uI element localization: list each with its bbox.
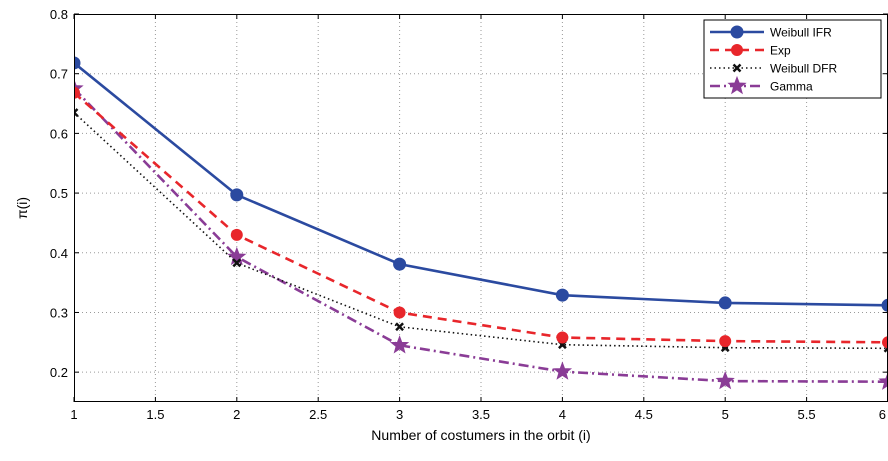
series-gamma <box>74 78 888 390</box>
x-tick-label: 4.5 <box>635 407 653 422</box>
marker-weibull-ifr <box>555 288 569 302</box>
marker-exp <box>393 306 406 319</box>
marker-weibull-ifr <box>230 188 244 202</box>
marker-legend-gamma <box>727 75 747 95</box>
marker-gamma <box>227 246 247 266</box>
y-tick-label: 0.2 <box>50 365 68 380</box>
marker-gamma <box>878 371 888 390</box>
marker-weibull-ifr <box>74 56 81 70</box>
marker-weibull-ifr <box>718 296 732 310</box>
legend-item-weibull-ifr: Weibull IFR <box>710 25 832 40</box>
marker-legend-exp <box>731 44 743 56</box>
y-axis-label: π(i) <box>14 197 30 219</box>
y-tick-label: 0.5 <box>50 186 68 201</box>
x-tick-label: 3 <box>396 407 403 422</box>
x-axis-label: Number of costumers in the orbit (i) <box>371 427 590 443</box>
x-tick-label: 4 <box>559 407 566 422</box>
x-tick-label: 2.5 <box>309 407 327 422</box>
legend-item-exp: Exp <box>710 44 791 58</box>
x-tick-label: 6 <box>879 407 886 422</box>
y-tick-label: 0.6 <box>50 126 68 141</box>
legend-item-weibull-dfr: Weibull DFR <box>710 62 837 76</box>
marker-exp <box>74 86 80 99</box>
series-layer <box>74 56 888 390</box>
marker-legend-weibull-ifr <box>730 25 744 39</box>
x-tick-label: 3.5 <box>472 407 490 422</box>
marker-weibull-dfr <box>395 322 404 332</box>
y-tick-label: 0.7 <box>50 67 68 82</box>
marker-weibull-dfr <box>232 258 242 268</box>
marker-exp <box>719 335 732 348</box>
y-tick-label: 0.8 <box>50 7 68 22</box>
legend-label: Exp <box>770 44 791 58</box>
legend-label: Gamma <box>770 80 813 94</box>
legend: Weibull IFR Exp Weibull DFR Gamma <box>703 19 882 99</box>
marker-exp <box>556 331 569 344</box>
x-tick-label: 5 <box>722 407 729 422</box>
legend-label: Weibull IFR <box>770 26 832 40</box>
y-tick-label: 0.3 <box>50 305 68 320</box>
x-tick-label: 5.5 <box>798 407 816 422</box>
marker-weibull-dfr <box>74 108 79 117</box>
axis-ticks: 1 1.5 2 2.5 3 3.5 4 4.5 5 5.5 6 0.2 0.3 0.4 0.5 0.6 0.7 0… <box>50 7 888 422</box>
marker-gamma <box>715 370 735 390</box>
marker-gamma <box>389 335 410 354</box>
marker-legend-weibull-dfr <box>732 63 742 73</box>
marker-weibull-ifr <box>881 298 888 312</box>
series-exp <box>74 86 888 349</box>
marker-exp <box>882 336 888 349</box>
y-tick-label: 0.4 <box>50 246 68 261</box>
series-weibull-ifr <box>74 56 888 312</box>
marker-weibull-ifr <box>393 257 407 271</box>
marker-gamma <box>552 361 573 380</box>
x-tick-label: 1.5 <box>146 407 164 422</box>
legend-label: Weibull DFR <box>770 62 837 76</box>
x-tick-label: 1 <box>70 407 77 422</box>
legend-item-gamma: Gamma <box>710 75 813 95</box>
x-tick-label: 2 <box>233 407 240 422</box>
marker-exp <box>230 228 243 241</box>
